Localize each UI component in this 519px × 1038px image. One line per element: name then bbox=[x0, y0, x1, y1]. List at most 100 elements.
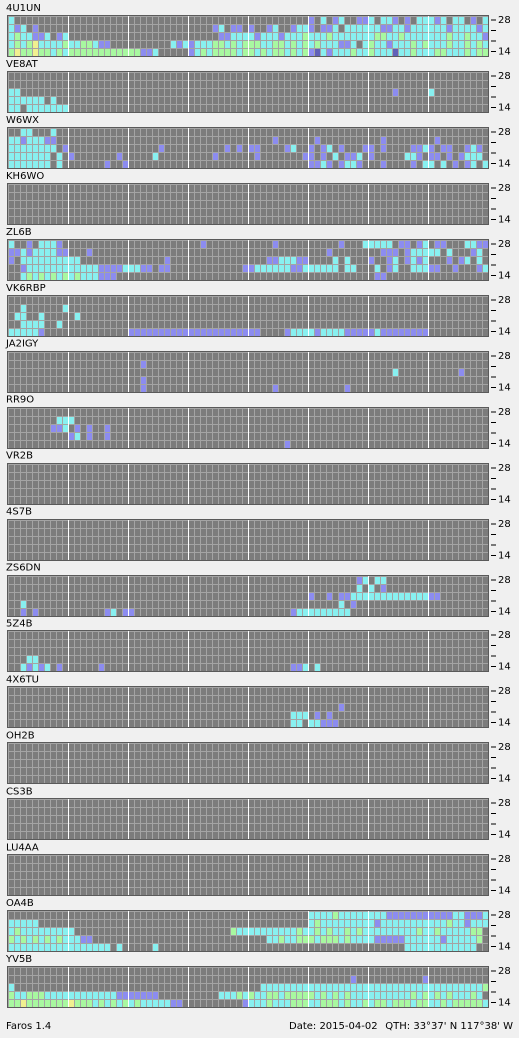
signal-cell bbox=[375, 41, 380, 48]
signal-cell bbox=[453, 928, 458, 935]
signal-cell bbox=[15, 105, 20, 112]
panel-border bbox=[7, 630, 489, 672]
signal-cell bbox=[327, 41, 332, 48]
signal-cell bbox=[375, 992, 380, 999]
signal-cell bbox=[135, 329, 140, 336]
signal-cell bbox=[471, 17, 476, 24]
signal-cell bbox=[39, 145, 44, 152]
signal-cell bbox=[297, 265, 302, 272]
signal-cell bbox=[357, 936, 362, 943]
signal-cell bbox=[345, 928, 350, 935]
signal-cell bbox=[177, 41, 182, 48]
signal-cell bbox=[21, 249, 26, 256]
signal-cell bbox=[267, 928, 272, 935]
signal-cell bbox=[147, 992, 152, 999]
signal-cell bbox=[309, 720, 314, 727]
signal-cell bbox=[9, 17, 14, 24]
signal-cell bbox=[369, 49, 374, 56]
signal-cell bbox=[15, 153, 20, 160]
signal-cell bbox=[105, 1000, 110, 1007]
signal-cell bbox=[45, 241, 50, 248]
signal-cell bbox=[297, 712, 302, 719]
signal-cell bbox=[333, 17, 338, 24]
signal-cell bbox=[111, 49, 116, 56]
signal-cell bbox=[225, 992, 230, 999]
signal-cell bbox=[315, 137, 320, 144]
signal-cell bbox=[351, 928, 356, 935]
signal-cell bbox=[321, 25, 326, 32]
signal-cell bbox=[375, 33, 380, 40]
signal-cell bbox=[393, 992, 398, 999]
signal-cell bbox=[447, 944, 452, 951]
signal-cell bbox=[51, 97, 56, 104]
signal-cell bbox=[63, 425, 68, 432]
signal-cell bbox=[429, 1000, 434, 1007]
signal-cell bbox=[405, 17, 410, 24]
signal-cell bbox=[9, 145, 14, 152]
signal-cell bbox=[201, 241, 206, 248]
signal-cell bbox=[51, 41, 56, 48]
signal-cell bbox=[429, 912, 434, 919]
signal-cell bbox=[339, 241, 344, 248]
signal-cell bbox=[267, 984, 272, 991]
signal-cell bbox=[291, 265, 296, 272]
signal-cell bbox=[471, 944, 476, 951]
signal-cell bbox=[423, 928, 428, 935]
signal-cell bbox=[105, 273, 110, 280]
signal-cell bbox=[21, 313, 26, 320]
signal-cell bbox=[453, 17, 458, 24]
signal-cell bbox=[45, 944, 50, 951]
signal-cell bbox=[435, 936, 440, 943]
signal-cell bbox=[453, 25, 458, 32]
signal-cell bbox=[309, 1000, 314, 1007]
signal-cell bbox=[9, 89, 14, 96]
signal-cell bbox=[153, 153, 158, 160]
signal-cell bbox=[285, 49, 290, 56]
callsign: OA4B bbox=[6, 898, 34, 909]
signal-cell bbox=[387, 912, 392, 919]
signal-cell bbox=[411, 920, 416, 927]
signal-cell bbox=[321, 161, 326, 168]
signal-cell bbox=[405, 593, 410, 600]
signal-cell bbox=[417, 593, 422, 600]
signal-cell bbox=[27, 249, 32, 256]
band-label-bottom: 14 bbox=[498, 271, 511, 282]
signal-cell bbox=[297, 41, 302, 48]
signal-cell bbox=[441, 41, 446, 48]
signal-cell bbox=[231, 928, 236, 935]
signal-cell bbox=[387, 936, 392, 943]
signal-cell bbox=[51, 145, 56, 152]
signal-cell bbox=[477, 936, 482, 943]
signal-cell bbox=[381, 249, 386, 256]
signal-cell bbox=[273, 936, 278, 943]
signal-cell bbox=[477, 249, 482, 256]
signal-cell bbox=[405, 49, 410, 56]
signal-cell bbox=[399, 593, 404, 600]
signal-cell bbox=[423, 41, 428, 48]
signal-cell bbox=[435, 912, 440, 919]
signal-cell bbox=[453, 265, 458, 272]
signal-cell bbox=[405, 241, 410, 248]
band-label-top: 28 bbox=[498, 239, 511, 250]
signal-cell bbox=[381, 992, 386, 999]
band-label-bottom: 14 bbox=[498, 830, 511, 841]
signal-cell bbox=[165, 329, 170, 336]
signal-cell bbox=[15, 41, 20, 48]
signal-cell bbox=[459, 41, 464, 48]
signal-cell bbox=[441, 912, 446, 919]
signal-cell bbox=[297, 257, 302, 264]
band-label-top: 28 bbox=[498, 183, 511, 194]
signal-cell bbox=[21, 944, 26, 951]
signal-cell bbox=[459, 992, 464, 999]
signal-cell bbox=[471, 153, 476, 160]
signal-cell bbox=[27, 97, 32, 104]
signal-cell bbox=[27, 161, 32, 168]
signal-cell bbox=[477, 1000, 482, 1007]
signal-cell bbox=[123, 992, 128, 999]
signal-cell bbox=[291, 609, 296, 616]
signal-cell bbox=[441, 145, 446, 152]
band-label-bottom: 14 bbox=[498, 215, 511, 226]
signal-cell bbox=[75, 265, 80, 272]
signal-cell bbox=[165, 257, 170, 264]
signal-cell bbox=[381, 241, 386, 248]
